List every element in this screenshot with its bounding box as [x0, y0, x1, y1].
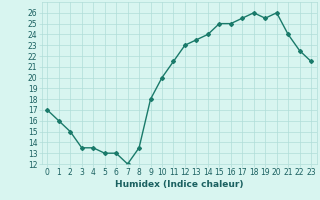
X-axis label: Humidex (Indice chaleur): Humidex (Indice chaleur) [115, 180, 244, 189]
